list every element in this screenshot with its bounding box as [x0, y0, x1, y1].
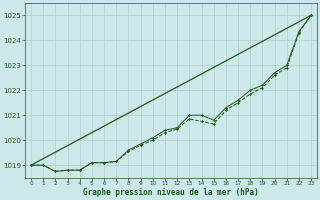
- X-axis label: Graphe pression niveau de la mer (hPa): Graphe pression niveau de la mer (hPa): [83, 188, 259, 197]
